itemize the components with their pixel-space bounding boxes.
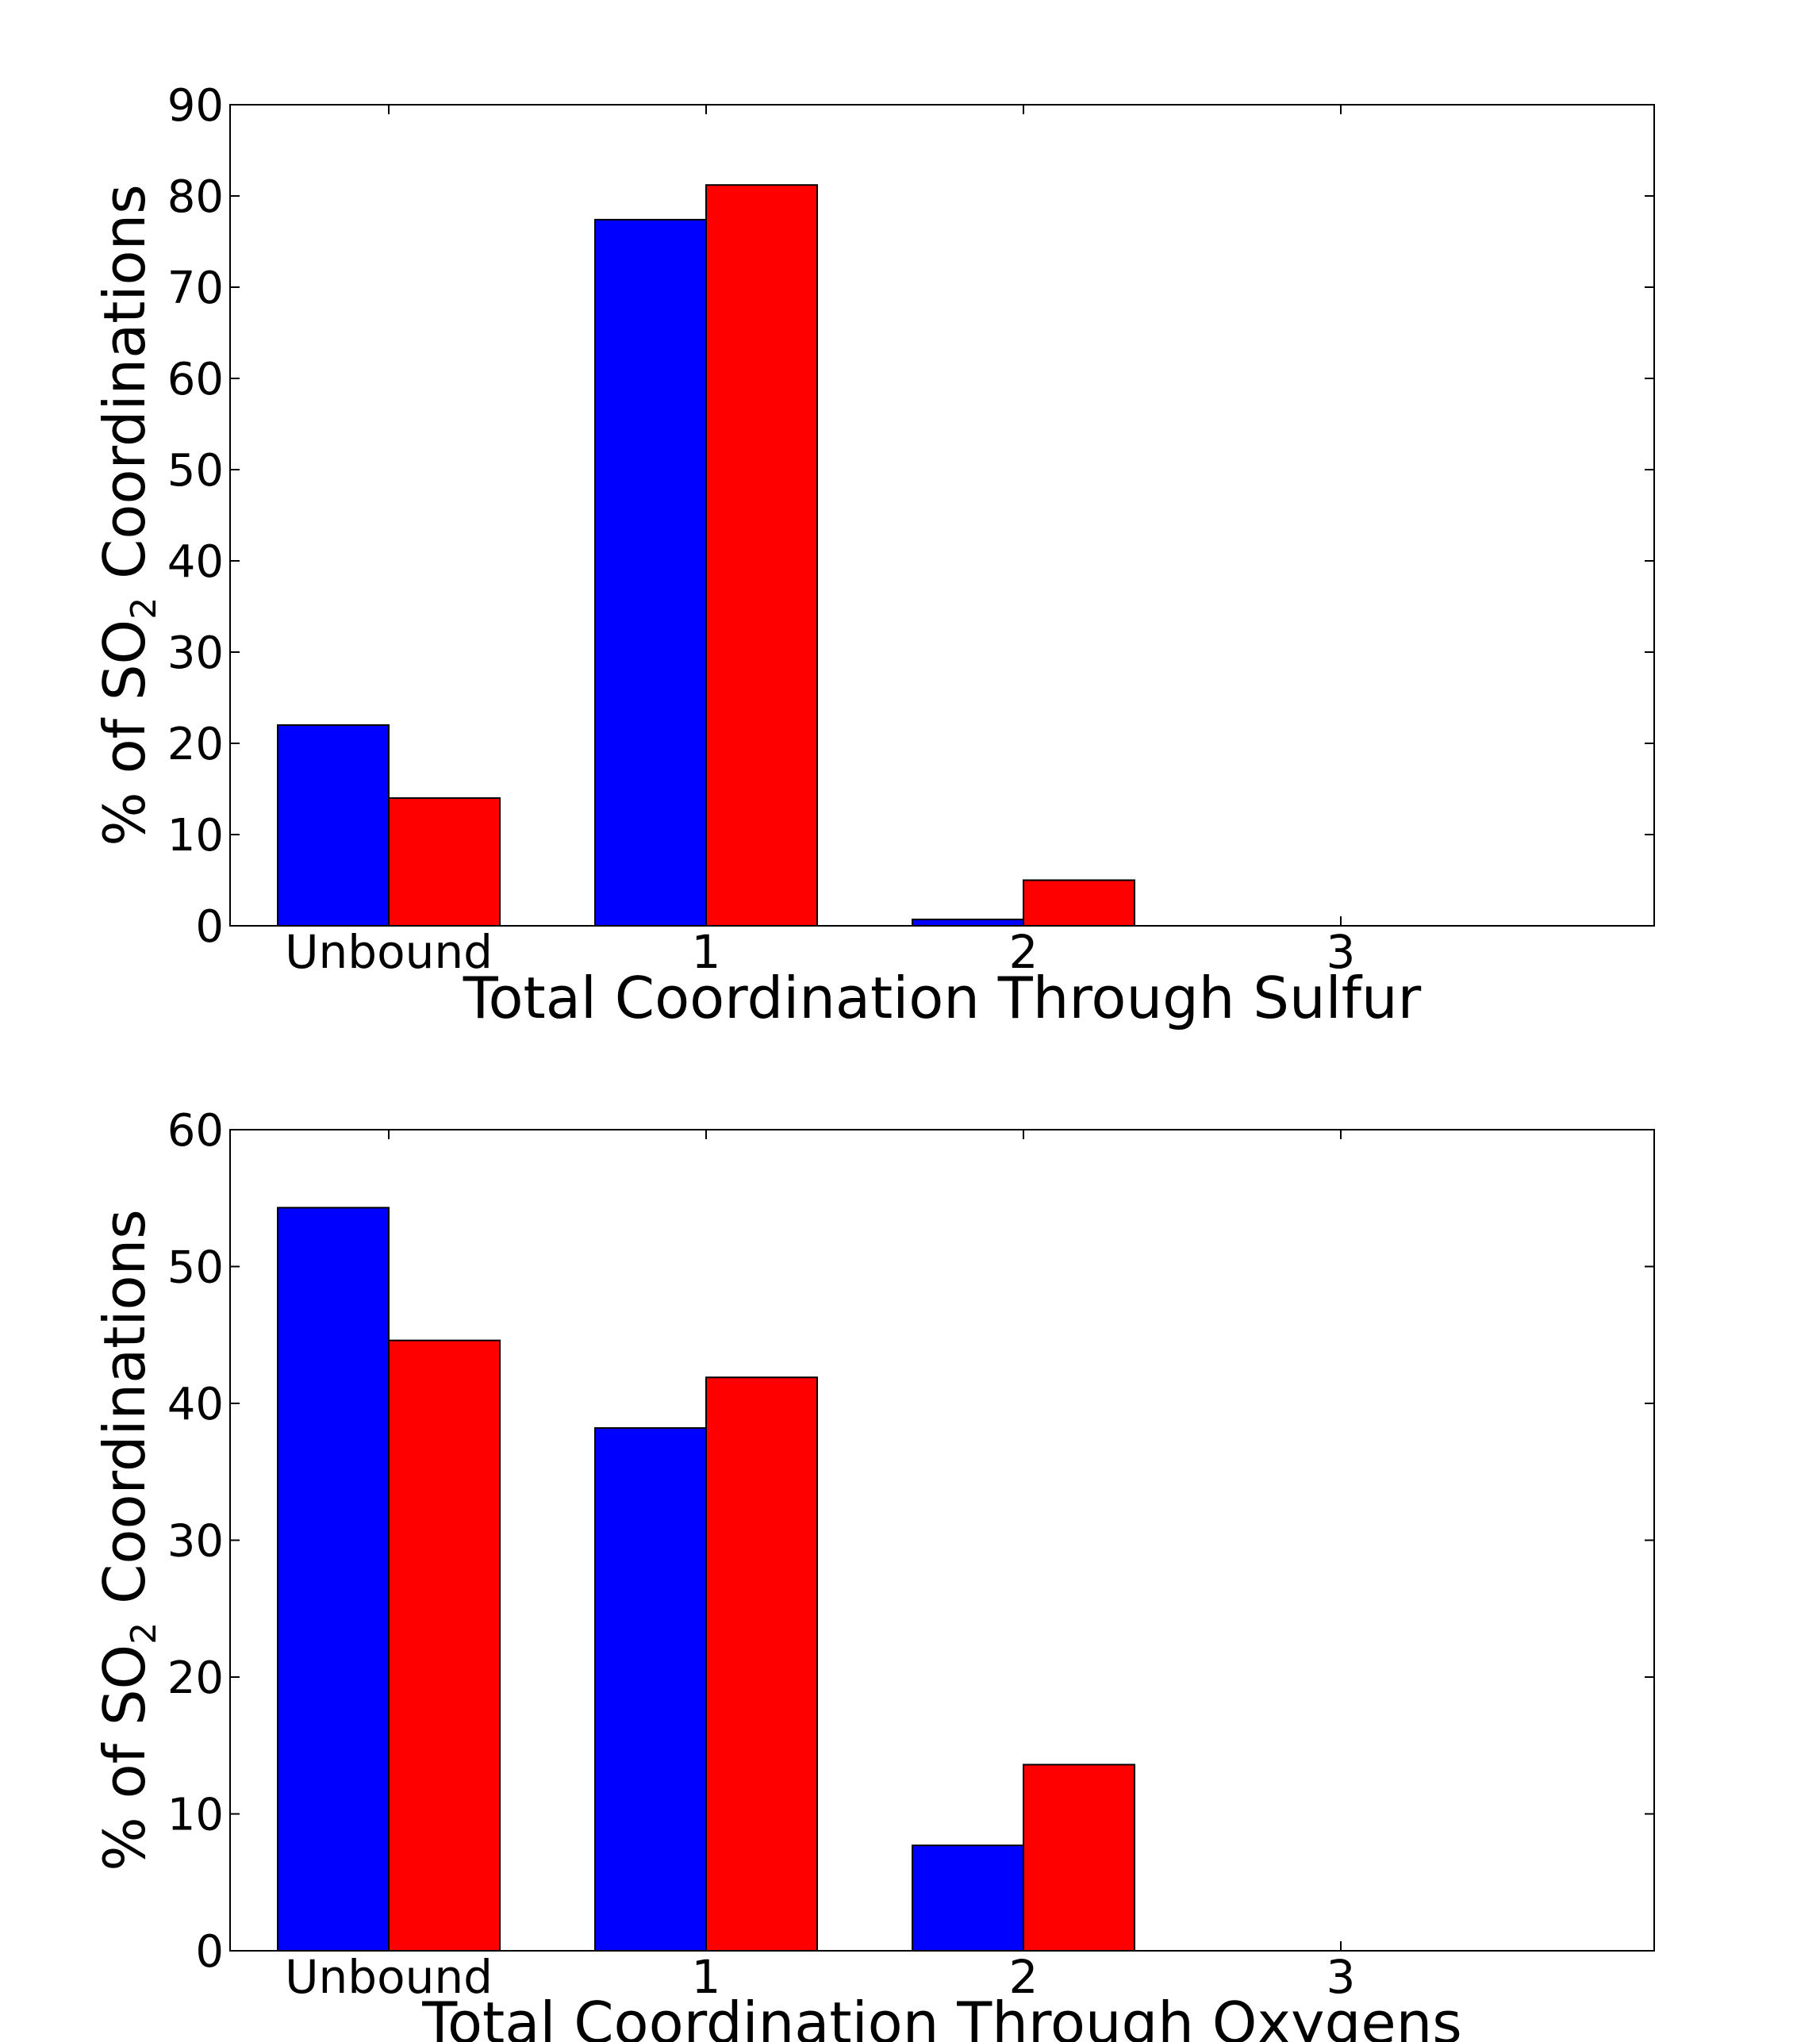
y-axis-label-prefix: % of SO xyxy=(91,1645,158,1871)
y-tick-label: 20 xyxy=(167,719,224,770)
y-tick-label: 10 xyxy=(167,810,224,862)
bar-series-1-1 xyxy=(595,1428,706,1951)
bar-series-2-unbound xyxy=(389,798,500,926)
x-tick-label: Unbound xyxy=(285,925,493,979)
y-axis-label: % of SO2 Coordinations xyxy=(91,1209,164,1871)
x-axis-label: Total Coordination Through Oxygens xyxy=(421,1990,1462,2042)
y-tick-label: 0 xyxy=(195,1926,224,1978)
y-tick-label: 70 xyxy=(167,263,224,314)
bar-series-1-2 xyxy=(912,1845,1023,1951)
y-axis-label-suffix: Coordinations xyxy=(91,1209,158,1622)
bar-series-1-unbound xyxy=(278,1207,389,1951)
bar-series-1-1 xyxy=(595,220,706,926)
y-axis-label: % of SO2 Coordinations xyxy=(91,184,164,846)
y-tick-label: 40 xyxy=(167,536,224,588)
y-tick-label: 50 xyxy=(167,1242,224,1294)
y-tick-label: 20 xyxy=(167,1652,224,1704)
y-tick-label: 80 xyxy=(167,171,224,223)
y-tick-label: 40 xyxy=(167,1379,224,1430)
y-axis-label-subscript: 2 xyxy=(124,597,164,620)
y-axis-label-subscript: 2 xyxy=(124,1622,164,1645)
bar-series-2-2 xyxy=(1023,1764,1135,1951)
y-axis-label-suffix: Coordinations xyxy=(91,184,158,597)
y-tick-label: 30 xyxy=(167,628,224,679)
y-tick-label: 0 xyxy=(195,901,224,953)
y-tick-label: 90 xyxy=(167,80,224,132)
y-tick-label: 60 xyxy=(167,1105,224,1157)
y-tick-label: 30 xyxy=(167,1516,224,1568)
bar-series-2-1 xyxy=(706,185,817,926)
y-tick-label: 50 xyxy=(167,445,224,497)
y-tick-label: 60 xyxy=(167,354,224,405)
y-axis-label-prefix: % of SO xyxy=(91,620,158,846)
bar-series-2-1 xyxy=(706,1377,817,1951)
x-axis-label: Total Coordination Through Sulfur xyxy=(463,965,1422,1031)
bar-series-2-2 xyxy=(1023,881,1135,927)
y-tick-label: 10 xyxy=(167,1790,224,1841)
bar-series-2-unbound xyxy=(389,1341,500,1951)
bar-series-1-2 xyxy=(912,919,1023,926)
bar-series-1-unbound xyxy=(278,725,389,926)
